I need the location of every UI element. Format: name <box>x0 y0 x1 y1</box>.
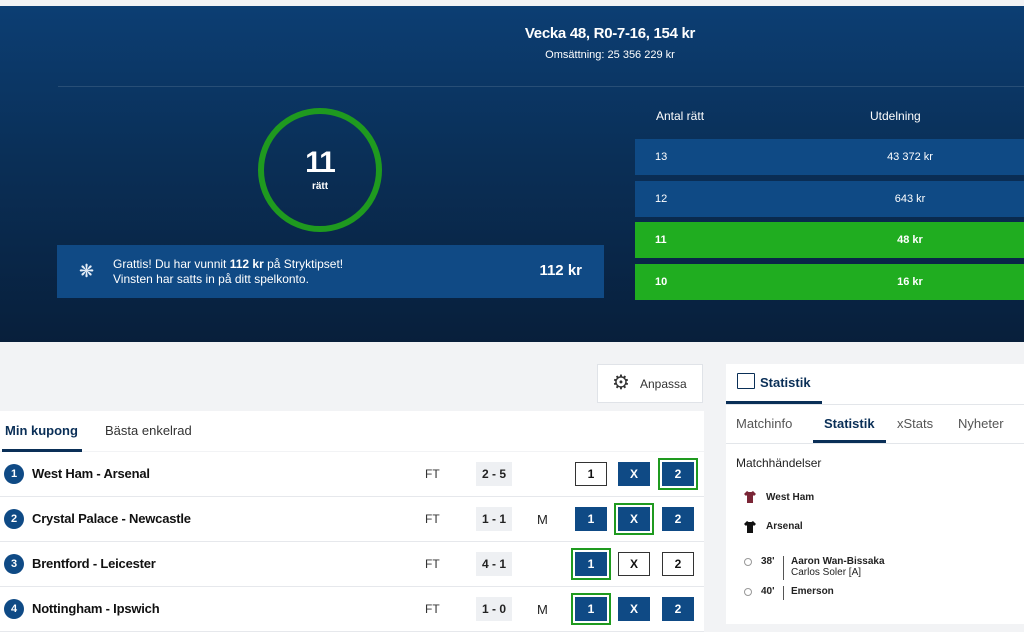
top-band <box>0 0 1024 6</box>
presentation-chart-icon <box>737 373 755 389</box>
tab-xstats[interactable]: xStats <box>897 416 934 431</box>
pick-1-button[interactable]: 1 <box>575 462 607 486</box>
goal-icon <box>744 588 752 596</box>
match-number: 1 <box>4 464 24 484</box>
round-title: Vecka 48, R0-7-16, 154 kr <box>524 25 696 42</box>
win-line1-pre: Grattis! Du har vunnit <box>113 257 230 271</box>
home-shirt-icon <box>744 491 756 503</box>
match-name[interactable]: West Ham - Arsenal <box>32 466 150 481</box>
pick-x-button[interactable]: X <box>614 503 654 535</box>
event-player: Emerson <box>791 586 834 597</box>
customize-button[interactable]: ⚙ Anpassa <box>597 364 703 403</box>
pick-x-button[interactable]: X <box>618 597 650 621</box>
win-message: Grattis! Du har vunnit 112 kr på Strykti… <box>113 257 343 287</box>
turnover-text: Omsättning: 25 356 229 kr <box>545 49 675 61</box>
celebration-icon: ❋ <box>79 261 95 281</box>
pick-1-button[interactable]: 1 <box>571 548 611 580</box>
payout-header-correct: Antal rätt <box>656 109 705 123</box>
active-tab-indicator <box>2 449 82 452</box>
pick-1-button[interactable]: 1 <box>575 507 607 531</box>
payout-row: 13 43 372 kr <box>635 139 1024 175</box>
payout-amount: 43 372 kr <box>887 151 933 163</box>
away-team-name: Arsenal <box>766 521 803 532</box>
match-mark: M <box>537 512 548 527</box>
event-assist: Carlos Soler [A] <box>791 567 862 578</box>
stats-title: Statistik <box>760 375 811 390</box>
match-score: 1 - 0 <box>476 597 512 621</box>
tab-best-single-row[interactable]: Bästa enkelrad <box>105 423 192 438</box>
payout-row: 12 643 kr <box>635 181 1024 217</box>
pick-x-button[interactable]: X <box>618 462 650 486</box>
event-divider <box>783 586 784 600</box>
divider <box>726 443 1024 444</box>
match-number: 2 <box>4 509 24 529</box>
payout-amount: 48 kr <box>897 234 923 246</box>
goal-icon <box>744 558 752 566</box>
payout-correct: 10 <box>655 276 668 288</box>
pick-x-button[interactable]: X <box>618 552 650 576</box>
payout-correct: 11 <box>655 234 667 246</box>
match-name[interactable]: Nottingham - Ipswich <box>32 601 160 616</box>
win-line2: Vinsten har satts in på ditt spelkonto. <box>113 272 309 286</box>
match-score: 4 - 1 <box>476 552 512 576</box>
tab-matchinfo[interactable]: Matchinfo <box>736 416 793 431</box>
gear-icon: ⚙ <box>612 372 630 394</box>
match-status: FT <box>425 602 440 616</box>
match-name[interactable]: Crystal Palace - Newcastle <box>32 511 191 526</box>
coupon-tabs: Min kupong Bästa enkelrad <box>0 411 704 452</box>
away-shirt-icon <box>744 521 756 533</box>
match-status: FT <box>425 557 440 571</box>
pick-2-button[interactable]: 2 <box>662 552 694 576</box>
tab-my-coupon[interactable]: Min kupong <box>5 423 78 438</box>
divider <box>58 86 1024 87</box>
payout-row-won: 10 16 kr <box>635 264 1024 300</box>
match-events-title: Matchhändelser <box>736 456 822 470</box>
match-status: FT <box>425 467 440 481</box>
win-amount: 112 kr <box>539 262 582 279</box>
match-score: 2 - 5 <box>476 462 512 486</box>
match-number: 4 <box>4 599 24 619</box>
event-minute: 38' <box>761 556 775 567</box>
stats-header: Statistik <box>726 364 1024 405</box>
correct-count: 11 <box>305 146 336 179</box>
correct-ring <box>258 108 382 232</box>
event-player: Aaron Wan-Bissaka <box>791 556 885 567</box>
win-banner: ❋ Grattis! Du har vunnit 112 kr på Stryk… <box>57 245 604 298</box>
payout-correct: 12 <box>655 193 668 205</box>
home-team-name: West Ham <box>766 492 815 503</box>
pick-2-button[interactable]: 2 <box>662 597 694 621</box>
tab-statistik[interactable]: Statistik <box>824 416 875 431</box>
event-minute: 40' <box>761 586 775 597</box>
match-status: FT <box>425 512 440 526</box>
correct-label: rätt <box>311 181 329 192</box>
match-name[interactable]: Brentford - Leicester <box>32 556 156 571</box>
payout-amount: 643 kr <box>894 193 926 205</box>
match-score: 1 - 1 <box>476 507 512 531</box>
payout-correct: 13 <box>655 151 668 163</box>
customize-label: Anpassa <box>640 377 687 391</box>
match-number: 3 <box>4 554 24 574</box>
payout-header-amount: Utdelning <box>870 109 921 123</box>
pick-1-button[interactable]: 1 <box>571 593 611 625</box>
payout-amount: 16 kr <box>897 276 923 288</box>
stats-header-indicator <box>726 401 822 404</box>
pick-2-button[interactable]: 2 <box>658 458 698 490</box>
win-line1-amount: 112 kr <box>229 257 264 271</box>
win-line1-post: på Stryktipset! <box>263 257 344 271</box>
tab-nyheter[interactable]: Nyheter <box>958 416 1004 431</box>
pick-2-button[interactable]: 2 <box>662 507 694 531</box>
payout-row-won: 11 48 kr <box>635 222 1024 258</box>
event-divider <box>783 556 784 580</box>
match-mark: M <box>537 602 548 617</box>
stats-panel: Statistik Matchinfo Statistik xStats Nyh… <box>726 364 1024 624</box>
stats-active-tab-indicator <box>813 440 886 443</box>
